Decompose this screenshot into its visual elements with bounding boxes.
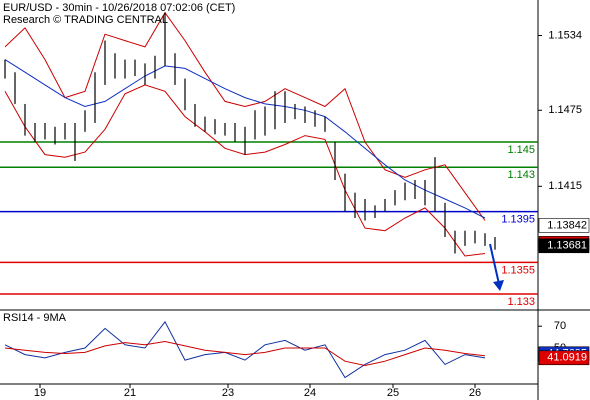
x-tick-label: 23: [222, 387, 234, 399]
y-tick-label: 1.1534: [548, 29, 582, 41]
x-tick-label: 21: [124, 387, 136, 399]
price-marker-box: [538, 238, 590, 254]
overlay-line: [4, 59, 486, 219]
chart-subtitle: Research © TRADING CENTRAL: [3, 14, 168, 26]
rsi-line: [4, 340, 486, 367]
overlay-line: [4, 11, 486, 221]
chart-title: EUR/USD - 30min - 10/26/2018 07:02:06 (C…: [3, 2, 235, 14]
level-label: 1.1395: [501, 214, 535, 226]
arrow: [489, 243, 500, 285]
price-marker-label: 41.0919: [547, 352, 587, 364]
price-marker-label: 1.13842: [547, 219, 587, 231]
level-label: 1.133: [507, 296, 535, 308]
price-marker-box: [538, 350, 590, 366]
x-tick-label: 26: [469, 387, 481, 399]
level-label: 1.1355: [501, 264, 535, 276]
y-tick-label: 1.1415: [548, 180, 582, 192]
x-tick-label: 25: [387, 387, 399, 399]
price-marker-label: 1.13681: [547, 240, 587, 252]
y-tick-label: 70: [554, 320, 566, 332]
y-tick-label: 1.1475: [548, 104, 582, 116]
price-marker-box: [538, 218, 590, 233]
plot-layer: [0, 11, 538, 379]
rsi-title: RSI14 - 9MA: [3, 312, 67, 324]
rsi-line: [4, 320, 486, 379]
x-tick-label: 19: [34, 387, 46, 399]
arrow-head: [493, 280, 504, 291]
level-label: 1.143: [507, 169, 535, 181]
level-label: 1.145: [507, 144, 535, 156]
x-tick-label: 24: [304, 387, 316, 399]
